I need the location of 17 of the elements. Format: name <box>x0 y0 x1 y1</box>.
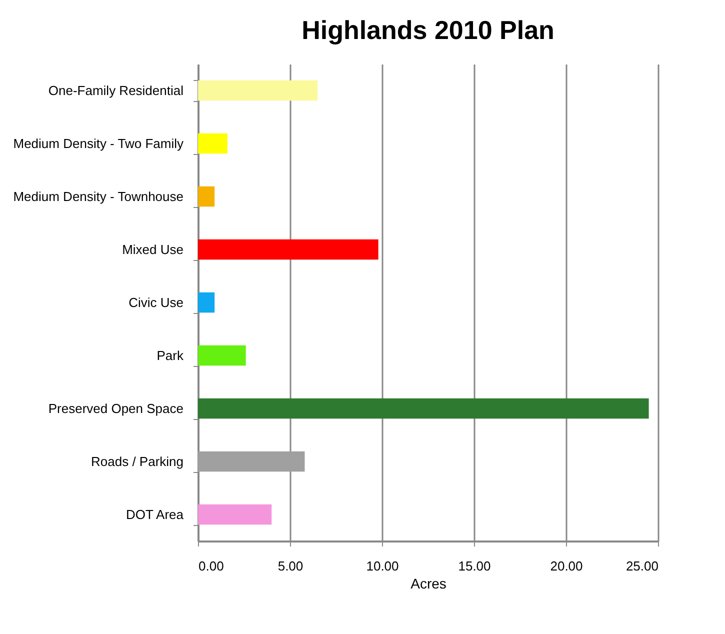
y-tick-label: Park <box>156 348 184 363</box>
x-tick-label: 25.00 <box>626 558 658 574</box>
y-tick-label: One-Family Residential <box>48 83 184 98</box>
y-tick-label: Mixed Use <box>122 242 184 257</box>
x-axis-title: Acres <box>410 576 446 592</box>
y-tick-label: Medium Density - Townhouse <box>13 189 184 204</box>
x-tick-label: 0.00 <box>198 558 224 574</box>
y-tick-label: Civic Use <box>128 295 184 310</box>
x-tick-label: 5.00 <box>278 558 304 574</box>
x-tick-label: 10.00 <box>366 558 399 574</box>
y-tick-label: Roads / Parking <box>91 454 184 469</box>
x-tick-label: 20.00 <box>550 558 583 574</box>
y-tick-label: DOT Area <box>126 507 184 522</box>
chart-title: Highlands 2010 Plan <box>302 15 554 45</box>
x-tick-label: 15.00 <box>458 558 491 574</box>
y-tick-label: Medium Density - Two Family <box>13 136 184 151</box>
y-tick-label: Preserved Open Space <box>48 401 184 416</box>
